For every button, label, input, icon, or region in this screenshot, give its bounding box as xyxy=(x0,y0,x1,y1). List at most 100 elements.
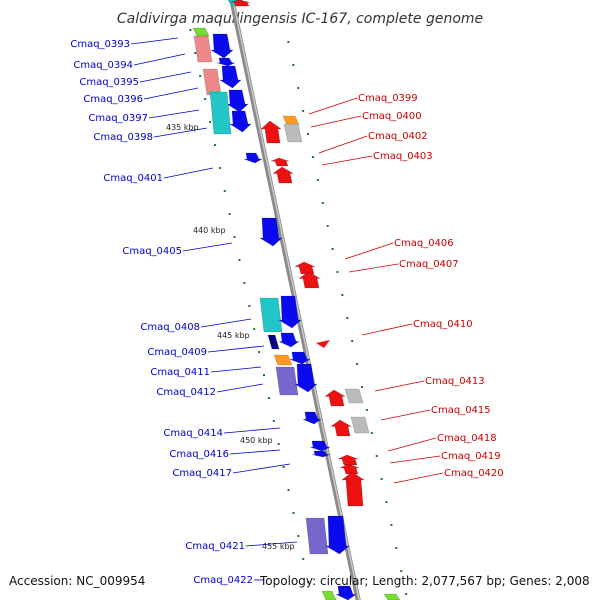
gene-label-reverse: Cmaq_0418 xyxy=(437,433,497,444)
leader-line-forward xyxy=(148,109,200,119)
gene-arrow-forward xyxy=(216,57,236,67)
gene-arrow-forward xyxy=(311,450,331,458)
leader-line-reverse xyxy=(321,155,373,166)
gene-label-forward: Cmaq_0405 xyxy=(122,246,182,257)
gene-arrow-forward xyxy=(289,351,312,365)
gene-feature-purple xyxy=(305,517,329,555)
backbone-highlight xyxy=(232,0,360,600)
gene-arrow-forward xyxy=(278,332,300,348)
gene-label-reverse: Cmaq_0402 xyxy=(368,131,428,142)
gene-feature-pink xyxy=(202,68,222,96)
gene-feature-green xyxy=(383,593,401,600)
leader-line-reverse xyxy=(318,135,368,154)
leader-line-reverse xyxy=(393,472,444,484)
gene-arrow-forward xyxy=(225,89,249,113)
gene-arrow-reverse xyxy=(330,419,353,437)
leader-line-forward xyxy=(139,71,192,83)
gene-label-forward: Cmaq_0414 xyxy=(163,428,223,439)
gene-feature-pink xyxy=(193,35,213,63)
gene-arrow-forward xyxy=(218,65,242,89)
gene-label-forward: Cmaq_0421 xyxy=(185,541,245,552)
map-title: Caldivirga maquilingensis IC-167, comple… xyxy=(117,11,483,27)
leader-line-forward xyxy=(182,242,233,252)
gene-label-forward: Cmaq_0396 xyxy=(83,94,143,105)
gene-label-reverse: Cmaq_0399 xyxy=(358,93,418,104)
gene-label-reverse: Cmaq_0420 xyxy=(444,468,504,479)
scale-label: 455 kbp xyxy=(262,542,295,551)
leader-line-reverse xyxy=(380,409,431,421)
leader-line-reverse xyxy=(344,242,394,260)
gene-label-reverse: Cmaq_0415 xyxy=(431,405,491,416)
gene-label-forward: Cmaq_0408 xyxy=(140,322,200,333)
gene-features xyxy=(192,0,401,600)
gene-feature-grey xyxy=(283,123,303,143)
gene-feature-cyan xyxy=(259,297,283,333)
gene-arrow-reverse xyxy=(272,166,295,184)
gene-arrow-reverse xyxy=(324,389,347,407)
gene-arrow-forward xyxy=(209,33,234,59)
leader-line-reverse xyxy=(387,437,437,452)
gene-arrow-reverse xyxy=(341,471,365,507)
gene-feature-purple xyxy=(275,366,299,396)
scale-labels: 435 kbp 440 kbp 445 kbp 450 kbp 455 kbp xyxy=(166,123,295,551)
gene-label-forward: Cmaq_0412 xyxy=(156,387,216,398)
gene-label-forward: Cmaq_0422 xyxy=(193,575,253,586)
leader-line-forward xyxy=(210,366,262,373)
leader-line-forward xyxy=(130,37,179,45)
gene-arrow-reverse xyxy=(337,454,359,466)
gene-arrow-forward xyxy=(324,515,350,555)
leader-line-forward xyxy=(229,449,281,455)
gene-label-reverse: Cmaq_0413 xyxy=(425,376,485,387)
gene-feature-navy xyxy=(267,334,280,350)
gene-arrow-forward xyxy=(302,411,322,425)
leader-line-reverse xyxy=(374,380,425,392)
gene-label-forward: Cmaq_0401 xyxy=(103,173,163,184)
leader-line-forward xyxy=(163,167,214,179)
gene-feature-green xyxy=(321,590,337,600)
gene-arrow-forward xyxy=(243,152,264,164)
gene-label-forward: Cmaq_0395 xyxy=(79,77,139,88)
gene-label-reverse: Cmaq_0419 xyxy=(441,451,501,462)
gene-feature-grey xyxy=(344,388,364,404)
tick-marks xyxy=(189,29,408,595)
gene-feature-cyan xyxy=(209,91,232,135)
leader-line-forward xyxy=(153,127,208,138)
leader-line-forward xyxy=(200,318,252,328)
gene-labels: Cmaq_0393 Cmaq_0394 Cmaq_0395 Cmaq_0396 Cmaq… xyxy=(70,39,503,586)
gene-label-forward: Cmaq_0417 xyxy=(172,468,232,479)
gene-arrow-forward xyxy=(228,110,252,133)
leader-line-forward xyxy=(223,427,281,434)
gene-label-forward: Cmaq_0409 xyxy=(147,347,207,358)
gene-label-forward: Cmaq_0398 xyxy=(93,132,153,143)
gene-arrow-forward xyxy=(335,585,357,600)
leader-line-reverse xyxy=(310,115,362,128)
gene-arrow-reverse xyxy=(298,271,322,289)
scale-label: 440 kbp xyxy=(193,226,226,235)
gene-arrow-forward xyxy=(293,363,318,393)
gene-arrow-reverse xyxy=(294,261,316,275)
gene-label-forward: Cmaq_0416 xyxy=(169,449,229,460)
gene-label-forward: Cmaq_0393 xyxy=(70,39,130,50)
gene-feature-orange xyxy=(282,115,300,126)
scale-label: 445 kbp xyxy=(217,331,250,340)
gene-arrow-reverse xyxy=(316,340,330,348)
gene-label-reverse: Cmaq_0406 xyxy=(394,238,454,249)
leader-line-reverse xyxy=(389,455,441,464)
gene-arrow-forward xyxy=(258,217,283,247)
gene-feature-orange xyxy=(273,354,293,366)
gene-arrow-forward xyxy=(277,295,302,329)
gene-arrow-reverse xyxy=(229,0,251,7)
gene-label-forward: Cmaq_0394 xyxy=(73,60,133,71)
leader-line-forward xyxy=(245,541,298,547)
gene-feature-grey xyxy=(350,416,370,434)
gene-arrow-reverse xyxy=(260,120,282,144)
gene-label-forward: Cmaq_0397 xyxy=(88,113,148,124)
topology-text: Topology: circular; Length: 2,077,567 bp… xyxy=(260,574,590,588)
scale-label: 435 kbp xyxy=(166,123,199,132)
gene-label-reverse: Cmaq_0403 xyxy=(373,151,433,162)
scale-label: 450 kbp xyxy=(240,436,273,445)
accession-text: Accession: NC_009954 xyxy=(9,574,146,588)
gene-label-reverse: Cmaq_0407 xyxy=(399,259,459,270)
label-leader-lines xyxy=(130,37,444,581)
